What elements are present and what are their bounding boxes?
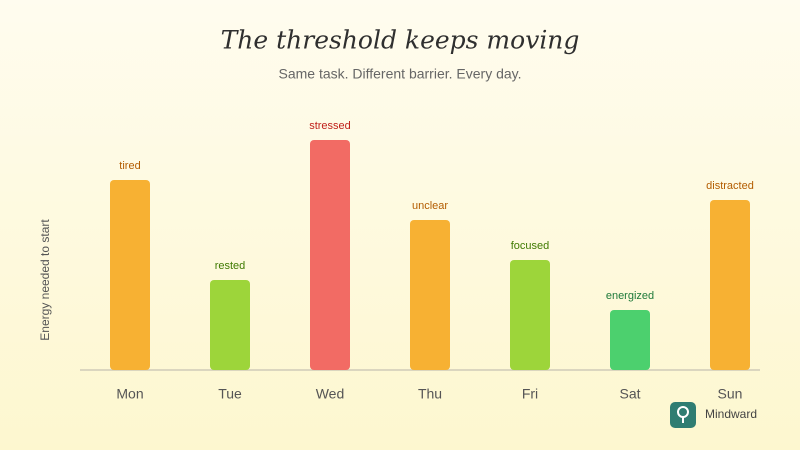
x-tick-label: Wed [316, 386, 345, 402]
bar [610, 310, 650, 370]
x-tick-label: Thu [418, 386, 442, 402]
chart-subtitle: Same task. Different barrier. Every day. [278, 66, 521, 82]
bar-annotation: stressed [309, 120, 351, 132]
x-tick-label: Sun [718, 386, 743, 402]
bar-annotation: unclear [412, 200, 448, 212]
bar-annotation: tired [119, 160, 140, 172]
bar-annotation: focused [511, 240, 550, 252]
bar [510, 260, 550, 370]
brand-icon [670, 402, 696, 428]
x-tick-label: Fri [522, 386, 538, 402]
x-tick-label: Sat [619, 386, 640, 402]
bar [110, 180, 150, 370]
brand-name: Mindward [705, 407, 757, 421]
brand: Mindward [670, 402, 757, 428]
bar-annotation: distracted [706, 180, 754, 192]
bar [410, 220, 450, 370]
x-tick-label: Tue [218, 386, 242, 402]
x-tick-label: Mon [116, 386, 143, 402]
chart-title: The threshold keeps moving [221, 26, 580, 55]
bar [210, 280, 250, 370]
bar-annotation: energized [606, 290, 654, 302]
bar-annotation: rested [215, 260, 246, 272]
bar [310, 140, 350, 370]
y-axis-label: Energy needed to start [38, 219, 52, 341]
bar [710, 200, 750, 370]
